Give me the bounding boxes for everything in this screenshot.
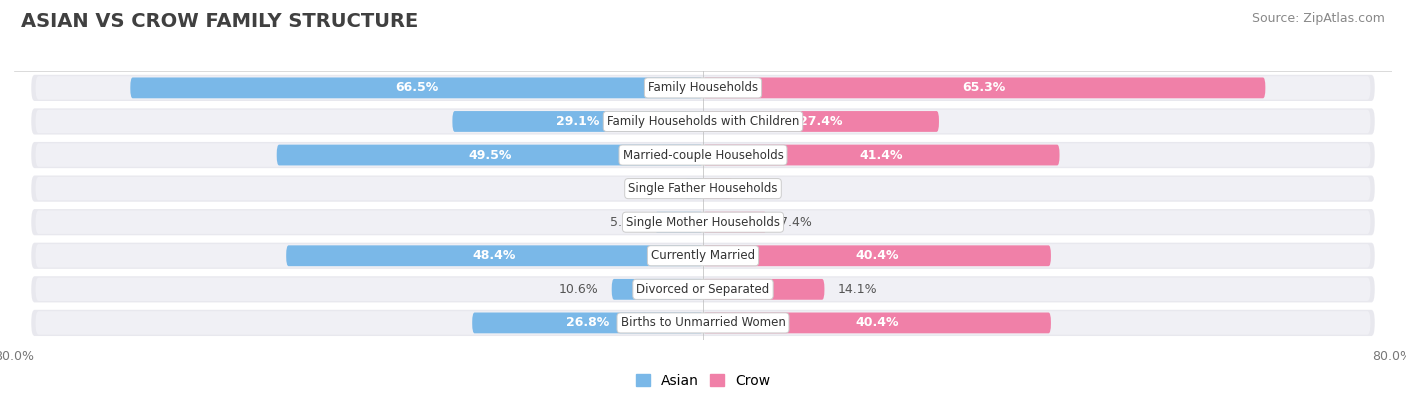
FancyBboxPatch shape: [131, 77, 703, 98]
Text: Single Mother Households: Single Mother Households: [626, 216, 780, 229]
Text: ASIAN VS CROW FAMILY STRUCTURE: ASIAN VS CROW FAMILY STRUCTURE: [21, 12, 419, 31]
FancyBboxPatch shape: [31, 75, 1375, 101]
Text: 66.5%: 66.5%: [395, 81, 439, 94]
FancyBboxPatch shape: [35, 143, 1371, 167]
FancyBboxPatch shape: [35, 244, 1371, 267]
Text: 14.1%: 14.1%: [838, 283, 877, 296]
Text: 3.5%: 3.5%: [747, 182, 778, 195]
FancyBboxPatch shape: [703, 245, 1050, 266]
FancyBboxPatch shape: [35, 110, 1371, 133]
FancyBboxPatch shape: [287, 245, 703, 266]
Text: Currently Married: Currently Married: [651, 249, 755, 262]
Text: 26.8%: 26.8%: [567, 316, 609, 329]
Text: 10.6%: 10.6%: [560, 283, 599, 296]
Text: Married-couple Households: Married-couple Households: [623, 149, 783, 162]
Text: 7.4%: 7.4%: [780, 216, 811, 229]
FancyBboxPatch shape: [703, 279, 824, 300]
Text: 27.4%: 27.4%: [799, 115, 842, 128]
FancyBboxPatch shape: [703, 77, 1265, 98]
FancyBboxPatch shape: [35, 177, 1371, 200]
Text: 5.6%: 5.6%: [610, 216, 643, 229]
Text: 40.4%: 40.4%: [855, 316, 898, 329]
FancyBboxPatch shape: [35, 278, 1371, 301]
FancyBboxPatch shape: [277, 145, 703, 166]
FancyBboxPatch shape: [703, 212, 766, 233]
FancyBboxPatch shape: [31, 276, 1375, 303]
FancyBboxPatch shape: [685, 178, 703, 199]
Text: Divorced or Separated: Divorced or Separated: [637, 283, 769, 296]
FancyBboxPatch shape: [35, 211, 1371, 234]
FancyBboxPatch shape: [35, 311, 1371, 335]
FancyBboxPatch shape: [31, 209, 1375, 235]
FancyBboxPatch shape: [35, 76, 1371, 100]
FancyBboxPatch shape: [612, 279, 703, 300]
Text: 48.4%: 48.4%: [472, 249, 516, 262]
FancyBboxPatch shape: [31, 310, 1375, 336]
FancyBboxPatch shape: [31, 142, 1375, 168]
Text: 41.4%: 41.4%: [859, 149, 903, 162]
FancyBboxPatch shape: [703, 178, 733, 199]
FancyBboxPatch shape: [703, 312, 1050, 333]
Text: 40.4%: 40.4%: [855, 249, 898, 262]
FancyBboxPatch shape: [31, 175, 1375, 202]
Text: 2.1%: 2.1%: [640, 182, 672, 195]
Text: Source: ZipAtlas.com: Source: ZipAtlas.com: [1251, 12, 1385, 25]
Text: Family Households: Family Households: [648, 81, 758, 94]
FancyBboxPatch shape: [31, 243, 1375, 269]
FancyBboxPatch shape: [703, 111, 939, 132]
FancyBboxPatch shape: [31, 108, 1375, 135]
FancyBboxPatch shape: [472, 312, 703, 333]
FancyBboxPatch shape: [453, 111, 703, 132]
Text: Family Households with Children: Family Households with Children: [607, 115, 799, 128]
FancyBboxPatch shape: [655, 212, 703, 233]
Text: Single Father Households: Single Father Households: [628, 182, 778, 195]
Text: 49.5%: 49.5%: [468, 149, 512, 162]
Legend: Asian, Crow: Asian, Crow: [631, 369, 775, 392]
Text: 65.3%: 65.3%: [963, 81, 1005, 94]
Text: Births to Unmarried Women: Births to Unmarried Women: [620, 316, 786, 329]
Text: 29.1%: 29.1%: [555, 115, 599, 128]
FancyBboxPatch shape: [703, 145, 1060, 166]
